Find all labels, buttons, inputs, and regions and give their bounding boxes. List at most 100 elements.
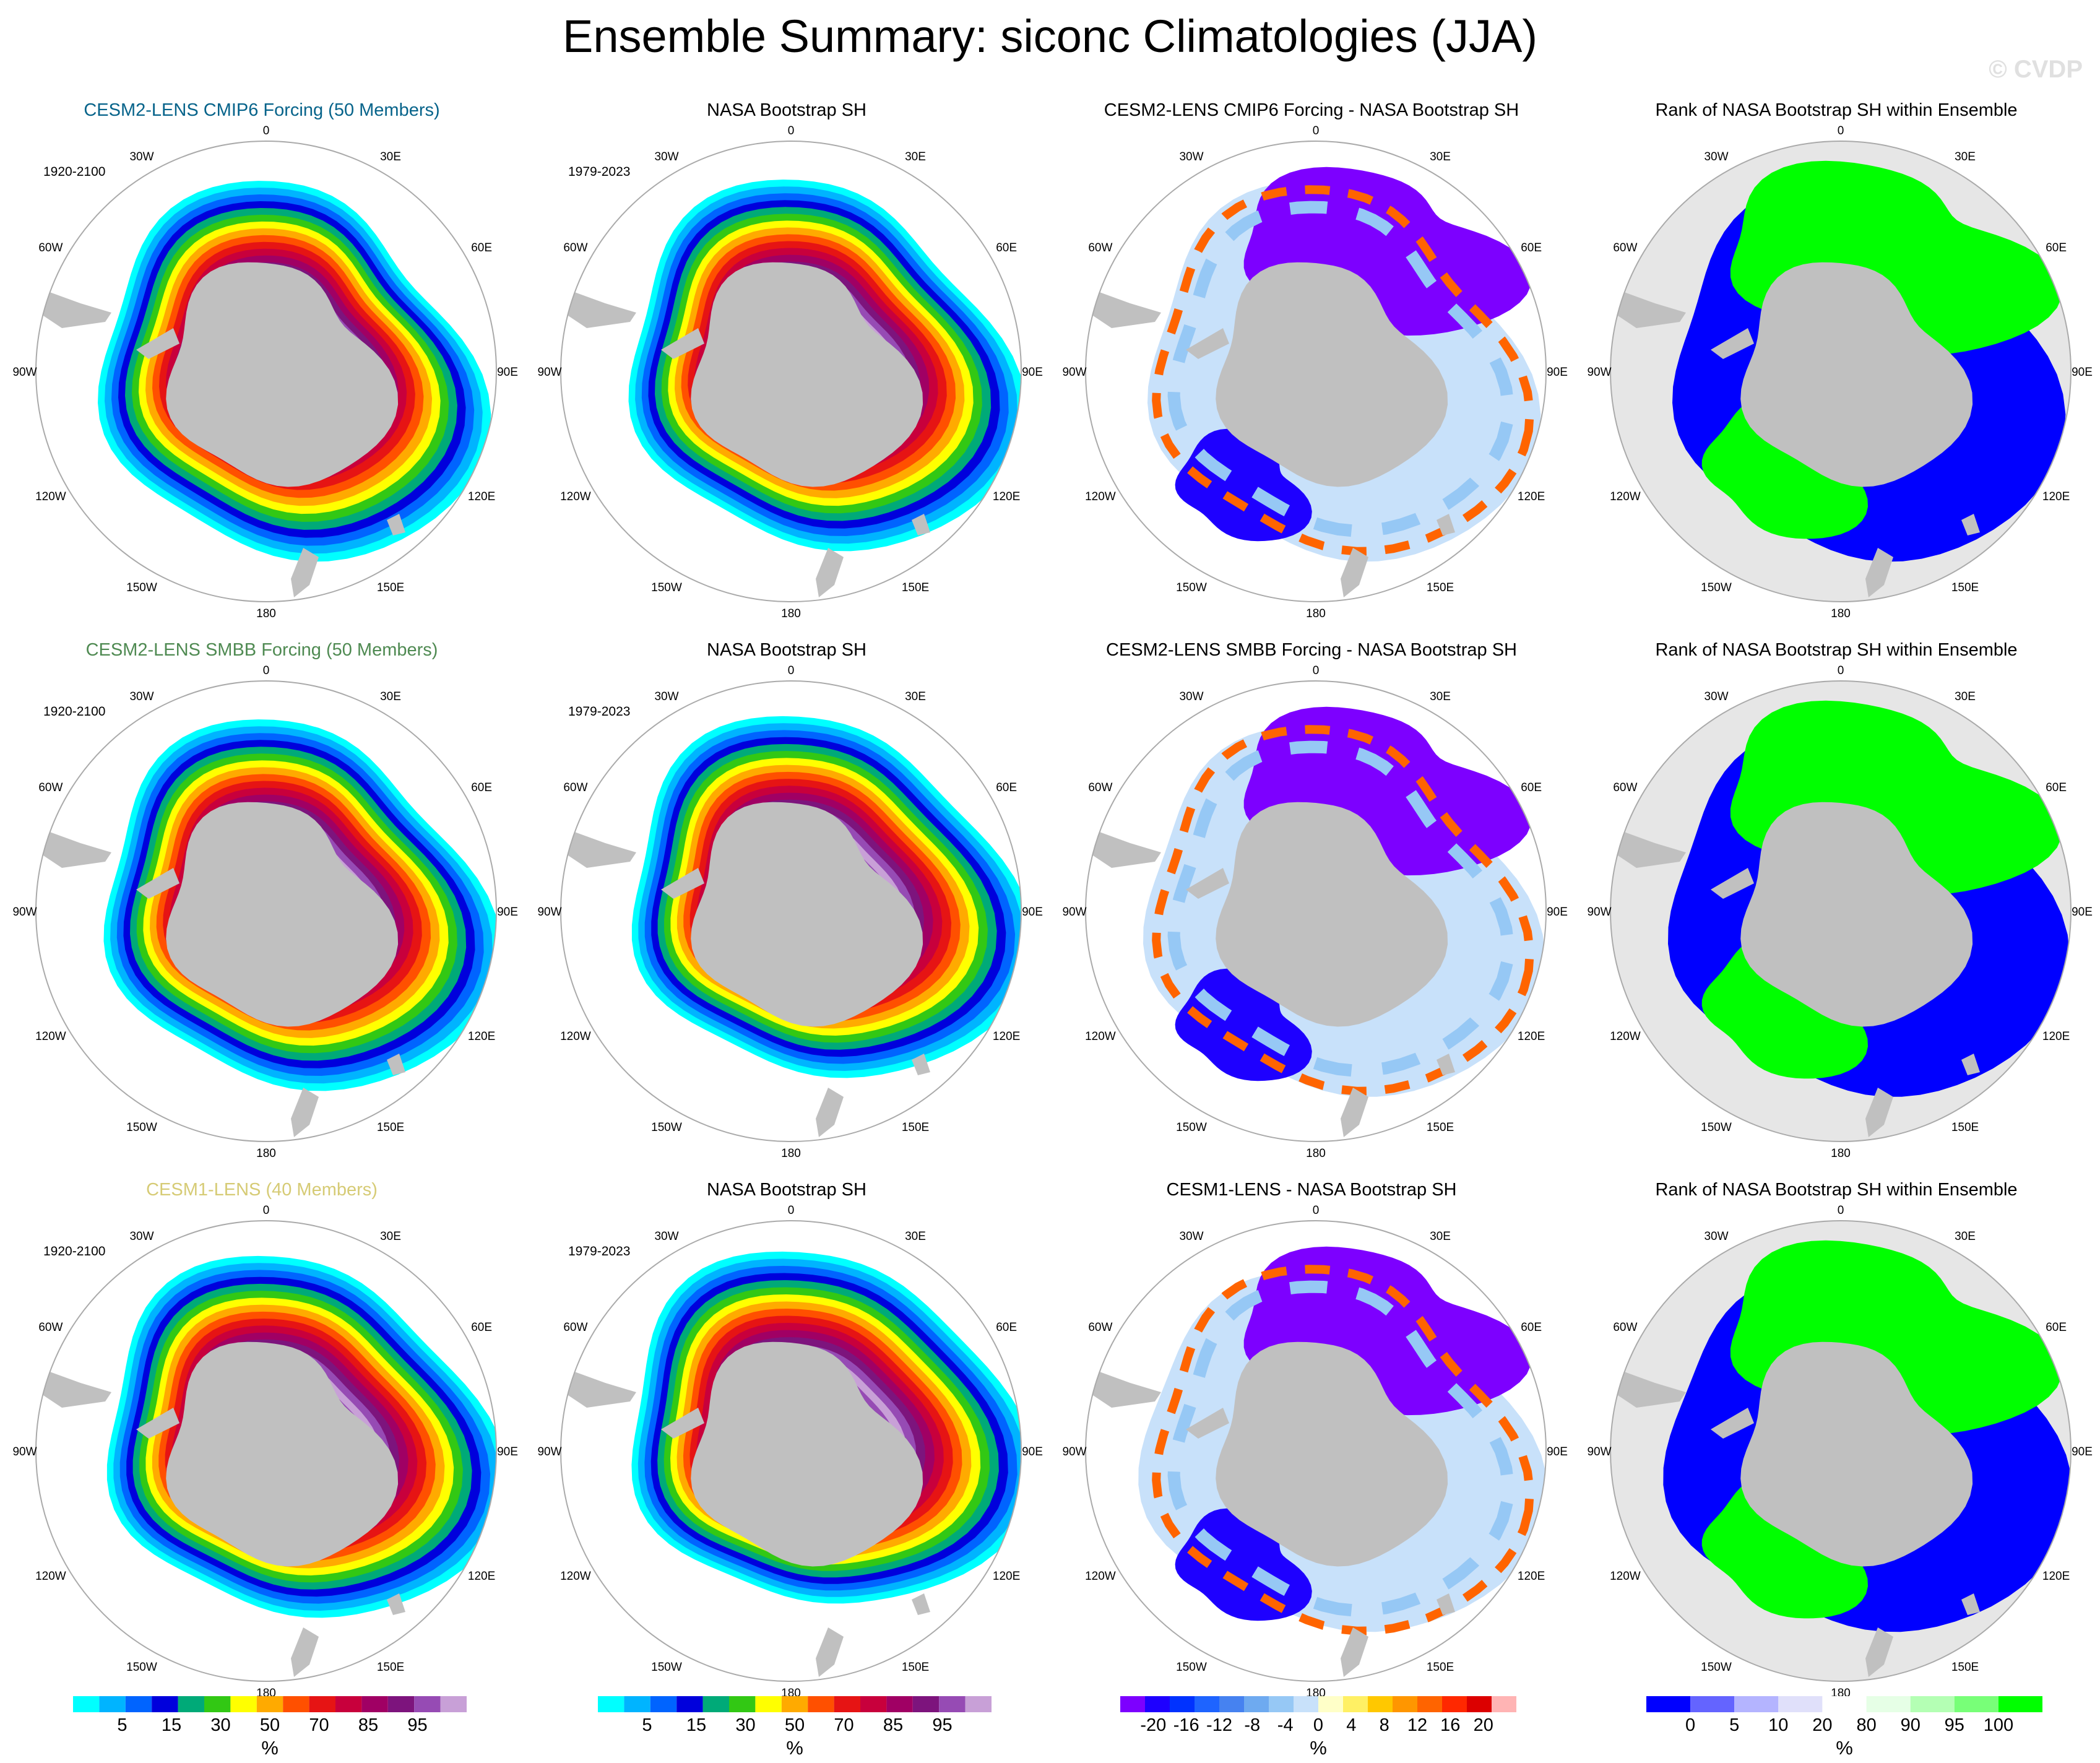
- new-zealand: [1865, 1627, 1893, 1677]
- longitude-label: 150W: [651, 581, 682, 594]
- longitude-label: 60W: [1613, 241, 1637, 254]
- antarctica-landmass: [1740, 262, 1973, 487]
- longitude-label: 0: [1313, 1204, 1320, 1217]
- panel-title-obs-row1: NASA Bootstrap SH: [707, 100, 866, 120]
- colorbar-tick-label: 0: [1685, 1715, 1695, 1735]
- colorbar-tick-label: -20: [1140, 1715, 1166, 1735]
- colorbar-unit-label: %: [786, 1737, 803, 1759]
- polar-panel-r1-c3: 0 30E 60E 90E 120E 150E 180 150W 120W 90W 60W 30W: [1062, 124, 1567, 620]
- longitude-label: 180: [256, 607, 276, 620]
- longitude-label: 90E: [1022, 1445, 1043, 1458]
- panel-title-rank-row3: Rank of NASA Bootstrap SH within Ensembl…: [1655, 1180, 2018, 1200]
- tasmania: [912, 514, 930, 535]
- panel-title-rank-row2: Rank of NASA Bootstrap SH within Ensembl…: [1655, 640, 2018, 660]
- longitude-label: 30W: [654, 150, 678, 163]
- colorbar-tick-label: 4: [1346, 1715, 1356, 1735]
- longitude-label: 60W: [1613, 1321, 1637, 1334]
- colorbar-tick-label: 8: [1380, 1715, 1389, 1735]
- antarctic-peninsula: [1711, 328, 1754, 359]
- colorbar-ensemble: 5 15 30 50 70 85 95%: [73, 1696, 467, 1759]
- antarctic-peninsula: [661, 868, 704, 899]
- colorbar-swatch: [939, 1696, 966, 1712]
- colorbar-obs: 5 15 30 50 70 85 95%: [598, 1696, 992, 1759]
- longitude-label: 150E: [377, 1121, 404, 1134]
- colorbar-swatch: [1170, 1696, 1195, 1712]
- longitude-label: 30W: [129, 690, 153, 703]
- colorbar-swatch: [860, 1696, 887, 1712]
- antarctica-landmass: [1216, 1341, 1448, 1567]
- longitude-label: 60W: [563, 241, 587, 254]
- colorbar-swatch: [1646, 1696, 1691, 1712]
- colorbar-swatch: [1954, 1696, 1998, 1712]
- longitude-label: 90E: [2072, 366, 2093, 379]
- colorbar-difference: -20 -16 -12 -8 -4 0 4 8 12 16 20%: [1120, 1696, 1516, 1759]
- antarctica-landmass: [166, 262, 399, 487]
- longitude-label: 0: [1313, 664, 1320, 677]
- colorbar-tick-label: 5: [642, 1715, 652, 1735]
- longitude-label: 0: [1313, 124, 1320, 137]
- longitude-label: 0: [788, 1204, 795, 1217]
- colorbar-tick-label: 15: [162, 1715, 181, 1735]
- antarctica-landmass: [166, 802, 399, 1027]
- longitude-label: 90W: [12, 366, 37, 379]
- new-zealand: [816, 1627, 844, 1677]
- longitude-label: 60E: [996, 781, 1017, 794]
- longitude-label: 30E: [380, 150, 401, 163]
- longitude-label: 0: [1838, 1204, 1844, 1217]
- tasmania: [387, 1593, 405, 1615]
- tasmania: [1437, 1593, 1455, 1615]
- colorbar-swatch: [387, 1696, 415, 1712]
- longitude-label: 120E: [993, 1030, 1020, 1043]
- longitude-label: 90E: [1022, 906, 1043, 919]
- antarctica-landmass: [166, 1341, 399, 1567]
- map-boundary-circle: [560, 680, 1022, 1142]
- colorbar-tick-label: 85: [883, 1715, 903, 1735]
- colorbar-tick-label: 12: [1407, 1715, 1427, 1735]
- colorbar-swatch: [1244, 1696, 1269, 1712]
- longitude-label: 180: [256, 1147, 276, 1160]
- longitude-label: 30W: [654, 1230, 678, 1243]
- longitude-label: 120W: [1085, 1570, 1116, 1583]
- panel-title-obs-row3: NASA Bootstrap SH: [707, 1180, 866, 1200]
- longitude-label: 90W: [1062, 366, 1086, 379]
- colorbar-swatch: [912, 1696, 940, 1712]
- colorbar-swatch: [702, 1696, 729, 1712]
- longitude-label: 30E: [905, 1230, 926, 1243]
- period-obs-row2: 1979-2023: [568, 704, 631, 719]
- new-zealand: [816, 548, 844, 597]
- colorbar-unit-label: %: [1836, 1737, 1853, 1759]
- colorbar-unit-label: %: [1310, 1737, 1327, 1759]
- map-boundary-circle: [1610, 141, 2072, 602]
- small-anomaly: [1167, 1280, 1515, 1617]
- colorbar-swatch: [178, 1696, 204, 1712]
- longitude-label: 30E: [1955, 150, 1976, 163]
- longitude-label: 30E: [905, 150, 926, 163]
- longitude-label: 150W: [1176, 1661, 1207, 1674]
- colorbar-rank: 0 5 10 20 80 90 95 100%: [1646, 1696, 2042, 1759]
- longitude-label: 150E: [902, 1121, 929, 1134]
- map-boundary-circle: [1085, 141, 1547, 602]
- period-ensemble-row3: 1920-2100: [43, 1244, 106, 1258]
- longitude-label: 90E: [497, 366, 518, 379]
- colorbar-swatch: [335, 1696, 362, 1712]
- tasmania: [1437, 514, 1455, 535]
- colorbar-tick-label: 5: [1729, 1715, 1739, 1735]
- longitude-label: 0: [263, 124, 270, 137]
- map-boundary-circle: [1610, 1220, 2072, 1682]
- tasmania: [1961, 1593, 1980, 1615]
- antarctic-peninsula: [1186, 868, 1229, 899]
- longitude-label: 90E: [1547, 366, 1568, 379]
- new-zealand: [816, 1088, 844, 1137]
- colorbar-swatch: [1145, 1696, 1170, 1712]
- colorbar-tick-label: 10: [1768, 1715, 1788, 1735]
- longitude-label: 90E: [497, 1445, 518, 1458]
- longitude-label: 90W: [1587, 366, 1611, 379]
- colorbar-swatch: [1492, 1696, 1516, 1712]
- colorbar-swatch: [834, 1696, 860, 1712]
- south-america-tip: [568, 831, 636, 868]
- longitude-label: 150E: [1951, 1121, 1979, 1134]
- longitude-label: 150W: [1176, 1121, 1207, 1134]
- longitude-label: 60E: [2046, 781, 2067, 794]
